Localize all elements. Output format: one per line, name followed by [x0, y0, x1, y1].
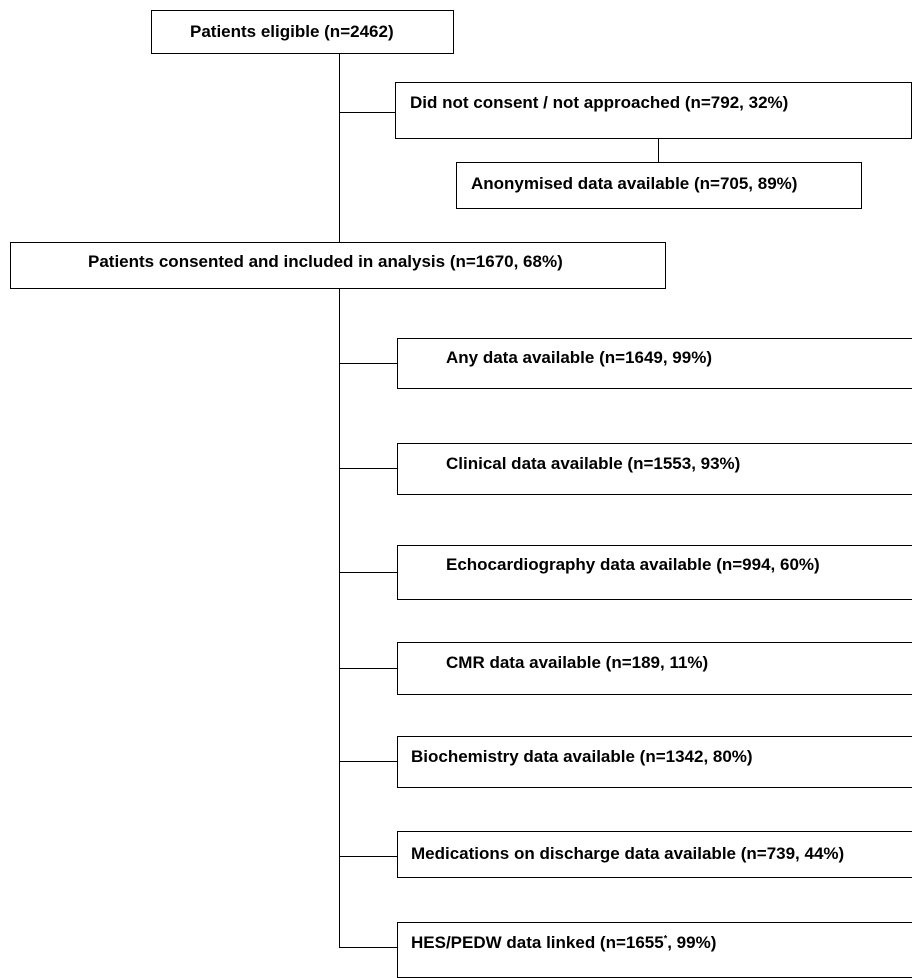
box-biochem-data: Biochemistry data available (n=1342, 80%…: [397, 736, 912, 788]
connector-to-not-consented: [339, 112, 396, 113]
connector-to-medications-data: [339, 856, 398, 857]
connector-to-hes-data: [339, 947, 398, 948]
label-echo-data: Echocardiography data available (n=994, …: [446, 555, 820, 574]
connector-to-any-data: [339, 363, 398, 364]
box-hes-data: HES/PEDW data linked (n=1655*, 99%): [397, 922, 912, 978]
connector-not-consented-to-anonymised: [658, 138, 659, 163]
connector-eligible-to-consented: [339, 53, 340, 243]
footnote-marker: *: [663, 933, 668, 944]
hes-text-suffix: , 99%): [667, 933, 717, 952]
label-biochem-data: Biochemistry data available (n=1342, 80%…: [411, 747, 753, 766]
box-patients-eligible: Patients eligible (n=2462): [151, 10, 454, 54]
connector-to-biochem-data: [339, 761, 398, 762]
label-cmr-data: CMR data available (n=189, 11%): [446, 653, 709, 672]
label-not-consented: Did not consent / not approached (n=792,…: [410, 93, 789, 112]
connector-consented-trunk: [339, 288, 340, 947]
label-patients-consented: Patients consented and included in analy…: [88, 252, 563, 271]
box-patients-consented: Patients consented and included in analy…: [10, 242, 666, 289]
connector-to-clinical-data: [339, 468, 398, 469]
label-patients-eligible: Patients eligible (n=2462): [190, 22, 394, 41]
label-any-data: Any data available (n=1649, 99%): [446, 348, 712, 367]
label-anonymised-data: Anonymised data available (n=705, 89%): [471, 174, 798, 193]
box-clinical-data: Clinical data available (n=1553, 93%): [397, 443, 912, 495]
hes-text-prefix: HES/PEDW data linked (n=1655: [411, 933, 664, 952]
box-medications-data: Medications on discharge data available …: [397, 831, 912, 878]
connector-to-cmr-data: [339, 668, 398, 669]
box-echo-data: Echocardiography data available (n=994, …: [397, 545, 912, 600]
box-any-data: Any data available (n=1649, 99%): [397, 338, 912, 389]
label-clinical-data: Clinical data available (n=1553, 93%): [446, 454, 741, 473]
label-medications-data: Medications on discharge data available …: [411, 844, 845, 863]
box-not-consented: Did not consent / not approached (n=792,…: [395, 82, 912, 139]
box-cmr-data: CMR data available (n=189, 11%): [397, 642, 912, 695]
box-anonymised-data: Anonymised data available (n=705, 89%): [456, 162, 862, 209]
label-hes-data: HES/PEDW data linked (n=1655*, 99%): [411, 933, 716, 953]
connector-to-echo-data: [339, 572, 398, 573]
